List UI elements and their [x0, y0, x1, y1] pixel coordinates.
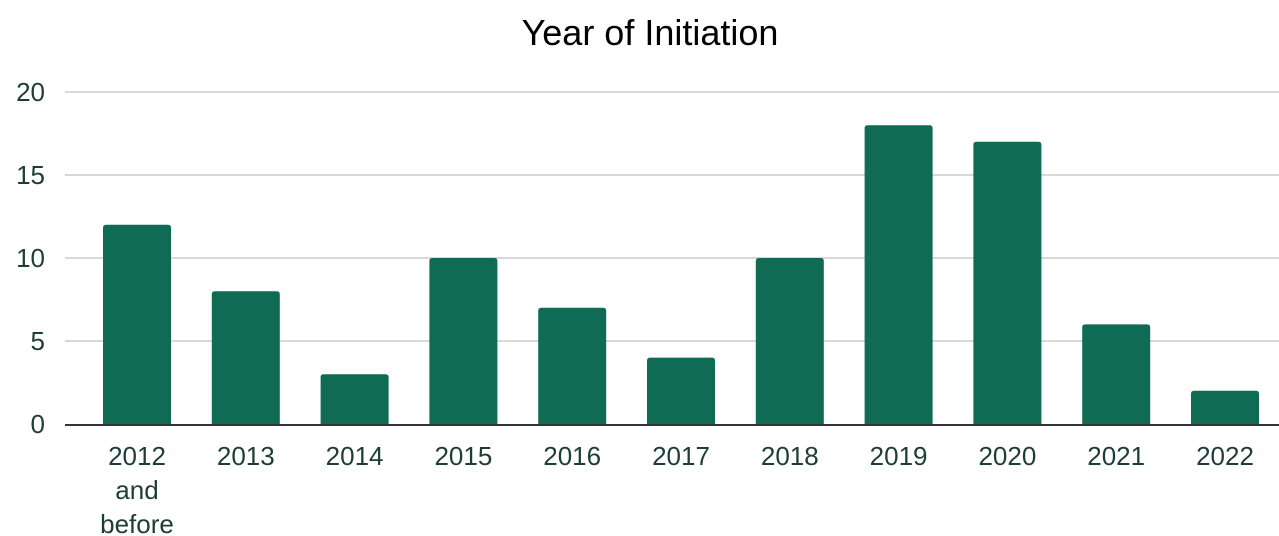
x-tick-label-line: 2012	[108, 441, 166, 471]
y-tick-label: 5	[31, 326, 45, 356]
x-tick-label-line: 2022	[1196, 441, 1254, 471]
x-tick-label: 2012 and before	[100, 441, 174, 536]
bar	[755, 258, 824, 424]
x-tick-label-line: 2018	[761, 441, 819, 471]
bar	[211, 291, 280, 424]
x-tick-label-line: 2015	[434, 441, 492, 471]
x-tick-label-line: 2016	[543, 441, 601, 471]
x-tick-label: 2022	[1196, 441, 1254, 471]
bars	[103, 125, 1259, 425]
x-tick-label: 2017	[652, 441, 710, 471]
bar	[538, 307, 607, 424]
x-axis-tick-labels: 2012 and before 2013 2014 2015 2016 2017 2018 201…	[100, 441, 1254, 536]
bar	[1082, 324, 1151, 424]
x-tick-label: 2015	[434, 441, 492, 471]
x-tick-label-line: 2021	[1087, 441, 1145, 471]
x-tick-label: 2020	[978, 441, 1036, 471]
bar	[647, 357, 715, 424]
bar	[429, 258, 498, 424]
bar	[1191, 390, 1259, 424]
bar	[864, 125, 933, 424]
bar	[320, 374, 389, 424]
x-tick-label: 2021	[1087, 441, 1145, 471]
x-tick-label-line: 2014	[326, 441, 384, 471]
x-tick-label: 2016	[543, 441, 601, 471]
y-tick-label: 0	[31, 409, 45, 439]
x-tick-label-line: before	[100, 509, 174, 536]
x-tick-label-line: 2020	[978, 441, 1036, 471]
y-tick-label: 10	[16, 243, 45, 273]
x-tick-label-line: 2017	[652, 441, 710, 471]
x-tick-label: 2014	[326, 441, 384, 471]
x-tick-label-line: and	[115, 475, 158, 505]
x-tick-label: 2013	[217, 441, 275, 471]
bar	[103, 224, 171, 424]
bar	[973, 141, 1042, 425]
x-tick-label-line: 2019	[870, 441, 928, 471]
x-tick-label: 2019	[870, 441, 928, 471]
chart-title: Year of Initiation	[521, 12, 779, 53]
y-tick-label: 15	[16, 160, 45, 190]
y-tick-label: 20	[16, 77, 45, 107]
x-tick-label-line: 2013	[217, 441, 275, 471]
y-axis-tick-labels: 0 5 10 15 20	[16, 77, 45, 439]
x-tick-label: 2018	[761, 441, 819, 471]
